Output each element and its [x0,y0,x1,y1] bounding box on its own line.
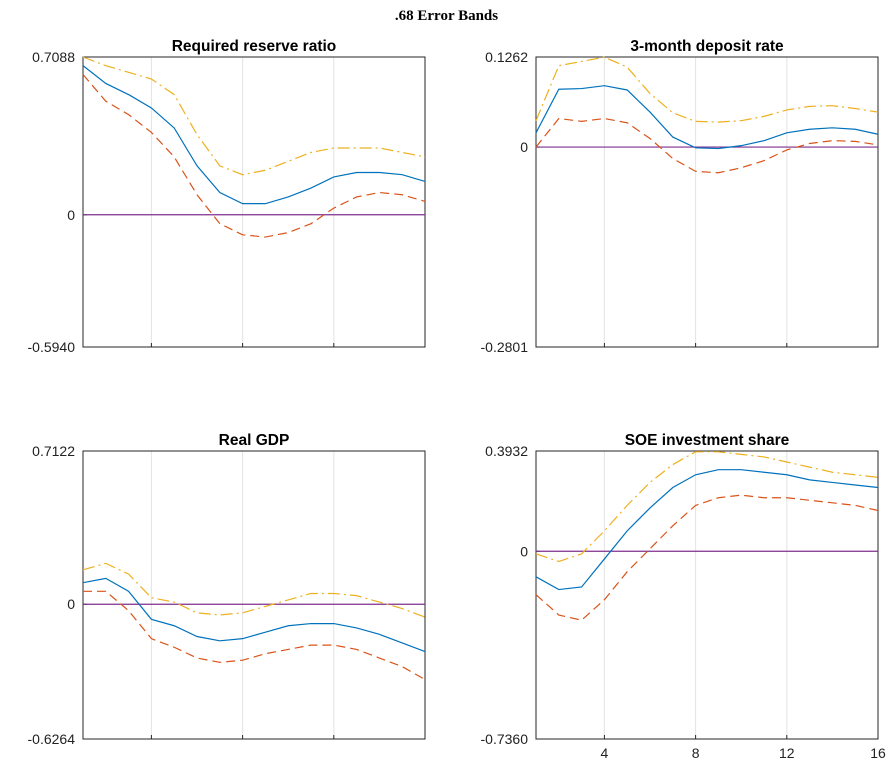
real-gdp-ytick-label: 0.7122 [32,443,75,459]
required-reserve-ratio-upper-line [82,56,426,176]
real-gdp-title: Real GDP [219,432,290,449]
soe-investment-share-xtick-label: 16 [870,745,886,761]
soe-investment-share-axes-box [535,450,879,740]
real-gdp-ytick-label: 0 [67,596,75,612]
required-reserve-ratio-lower-line [82,74,426,238]
soe-investment-share-upper-line [535,451,879,563]
3-month-deposit-rate-upper-line [535,56,879,123]
soe-investment-share-median-line [535,469,879,591]
soe-investment-share-xtick-label: 8 [692,745,700,761]
real-gdp-upper-line [82,562,426,618]
soe-investment-share-xtick-label: 4 [601,745,609,761]
real-gdp-axes-box [82,450,426,740]
required-reserve-ratio-ytick-label: 0.7088 [32,49,75,65]
real-gdp-median-line [82,577,426,653]
3-month-deposit-rate-median-line [535,85,879,150]
soe-investment-share-ytick-label: -0.7360 [481,731,529,747]
3-month-deposit-rate-panel: 0.1262 0 -0.2801 3-month deposit rate [481,38,879,355]
required-reserve-ratio-panel: 0.7088 0 -0.5940 Required reserve ratio [28,38,426,355]
soe-investment-share-ytick-label: 0 [520,543,528,559]
soe-investment-share-lower-line [535,494,879,621]
required-reserve-ratio-ytick-label: -0.5940 [28,339,76,355]
required-reserve-ratio-axes-box [82,56,426,348]
required-reserve-ratio-median-line [82,65,426,205]
real-gdp-panel: 0.7122 0 -0.6264 Real GDP [28,432,426,747]
soe-investment-share-xtick-label: 12 [779,745,795,761]
figure-suptitle: .68 Error Bands [394,8,499,24]
3-month-deposit-rate-ytick-label: 0.1262 [485,49,528,65]
3-month-deposit-rate-ytick-label: 0 [520,139,528,155]
3-month-deposit-rate-ytick-label: -0.2801 [481,339,529,355]
soe-investment-share-panel: 0.3932 0 -0.7360 4 8 12 16 SOE investment share [481,432,886,761]
3-month-deposit-rate-title: 3-month deposit rate [630,38,784,55]
real-gdp-lower-line [83,590,426,681]
3-month-deposit-rate-axes-box [535,56,879,348]
soe-investment-share-ytick-label: 0.3932 [485,443,528,459]
required-reserve-ratio-ytick-label: 0 [67,207,75,223]
real-gdp-ytick-label: -0.6264 [28,731,76,747]
required-reserve-ratio-title: Required reserve ratio [172,38,337,55]
soe-investment-share-title: SOE investment share [625,432,790,449]
3-month-deposit-rate-lower-line [535,117,879,174]
